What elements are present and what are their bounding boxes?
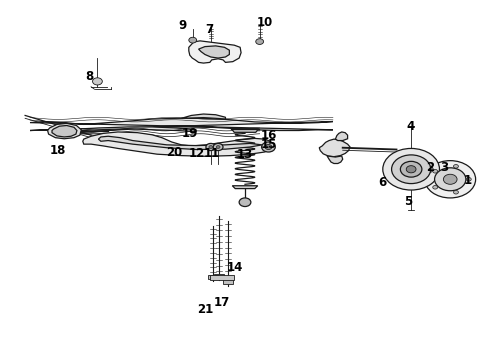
Text: 19: 19 [182, 127, 198, 140]
Text: 21: 21 [197, 303, 213, 316]
Circle shape [213, 143, 223, 150]
Circle shape [425, 161, 476, 198]
Text: 4: 4 [406, 120, 414, 133]
Circle shape [256, 39, 264, 44]
Circle shape [454, 190, 459, 194]
Circle shape [206, 143, 216, 150]
Circle shape [392, 155, 431, 184]
Circle shape [466, 177, 471, 181]
Circle shape [417, 161, 439, 177]
Circle shape [433, 170, 438, 173]
Polygon shape [231, 129, 259, 132]
Text: 20: 20 [166, 146, 182, 159]
Circle shape [400, 161, 422, 177]
Text: 12: 12 [189, 147, 205, 159]
Polygon shape [232, 186, 258, 189]
Circle shape [209, 145, 213, 148]
Text: 10: 10 [256, 16, 272, 29]
Polygon shape [214, 274, 223, 278]
Circle shape [423, 166, 433, 173]
Circle shape [454, 165, 459, 168]
Polygon shape [319, 139, 350, 157]
Circle shape [406, 166, 416, 173]
Polygon shape [83, 132, 273, 156]
Polygon shape [52, 126, 77, 137]
Polygon shape [98, 136, 262, 149]
Text: 8: 8 [85, 69, 94, 82]
Polygon shape [48, 123, 81, 139]
Polygon shape [198, 46, 229, 58]
Polygon shape [189, 41, 241, 63]
Polygon shape [210, 275, 234, 280]
Text: 2: 2 [427, 161, 435, 174]
Circle shape [216, 145, 220, 148]
Text: 5: 5 [404, 195, 412, 208]
Polygon shape [30, 118, 333, 132]
Text: 1: 1 [464, 174, 472, 187]
Polygon shape [181, 114, 225, 119]
Text: 7: 7 [205, 23, 213, 36]
Circle shape [433, 185, 438, 189]
Text: 16: 16 [260, 129, 277, 142]
Text: 14: 14 [227, 261, 244, 274]
Text: 15: 15 [260, 138, 277, 151]
Circle shape [93, 78, 102, 85]
Text: 13: 13 [237, 148, 253, 161]
Polygon shape [76, 127, 196, 132]
Polygon shape [223, 279, 233, 284]
Circle shape [262, 142, 275, 152]
Text: 17: 17 [214, 296, 230, 309]
Text: 9: 9 [179, 19, 187, 32]
Text: 6: 6 [379, 176, 387, 189]
Text: 3: 3 [441, 161, 448, 174]
Circle shape [383, 148, 440, 190]
Circle shape [189, 37, 196, 43]
Circle shape [443, 174, 457, 184]
Text: 11: 11 [204, 147, 220, 159]
Polygon shape [335, 132, 347, 140]
Circle shape [435, 168, 466, 191]
Circle shape [265, 144, 272, 149]
Text: 18: 18 [50, 144, 67, 157]
Polygon shape [327, 156, 343, 163]
Polygon shape [208, 275, 218, 279]
Circle shape [239, 198, 251, 207]
